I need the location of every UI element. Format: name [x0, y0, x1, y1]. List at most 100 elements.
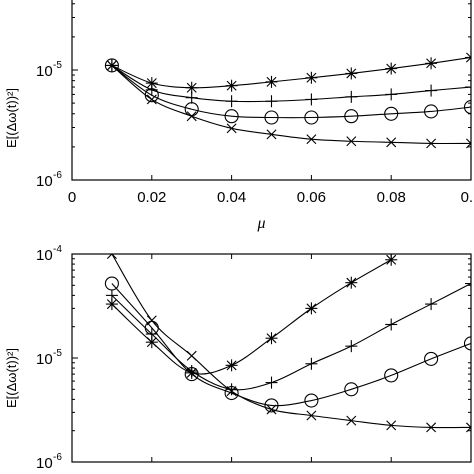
marker-circle [424, 104, 439, 119]
y-tick-exponent: -5 [53, 348, 62, 359]
y-tick-exponent: -5 [53, 60, 62, 71]
series-line-plus [111, 283, 471, 391]
marker-plus [465, 81, 471, 94]
x-tick-label: 0.06 [297, 189, 326, 206]
marker-x [266, 404, 277, 415]
y-tick-label: 10 [36, 63, 53, 80]
marker-circle [344, 382, 359, 397]
marker-circle [424, 351, 439, 366]
marker-x [306, 410, 317, 421]
marker-plus [345, 90, 358, 103]
x-tick-label: 0.02 [137, 471, 166, 474]
marker-circle [104, 276, 119, 291]
series-line-circle [111, 65, 471, 119]
bottom-panel: 00.020.040.060.080.110-610-510-4E[(Δω(t)… [4, 244, 474, 474]
plot-area [104, 254, 471, 433]
y-axis-label: E[(Δω(t))²] [4, 348, 19, 408]
marker-asterisk [385, 254, 398, 266]
top-panel: 00.020.040.060.080.110-610-5E[(Δω(t))²]μ [4, 0, 474, 232]
marker-x [346, 136, 357, 147]
marker-asterisk [225, 79, 238, 92]
marker-x [426, 138, 437, 149]
marker-x [226, 386, 237, 397]
marker-circle [224, 386, 239, 401]
series-line-asterisk [111, 259, 392, 375]
marker-x [386, 137, 397, 148]
marker-asterisk [105, 298, 118, 311]
marker-plus [265, 376, 278, 389]
marker-x [106, 254, 117, 259]
marker-asterisk [425, 57, 438, 70]
x-tick-label: 0.1 [461, 189, 474, 206]
marker-plus [465, 277, 471, 290]
marker-circle [344, 109, 359, 124]
x-tick-label: 0 [68, 471, 76, 474]
marker-plus [305, 93, 318, 106]
marker-asterisk [305, 71, 318, 84]
marker-circle [304, 393, 319, 408]
plot-frame [71, 253, 472, 463]
marker-asterisk [305, 302, 318, 315]
marker-asterisk [345, 67, 358, 80]
x-axis-label: μ [256, 215, 265, 232]
y-tick-label: 10 [36, 351, 53, 368]
plot-area [104, 51, 471, 149]
marker-circle [463, 100, 471, 115]
x-tick-label: 0.08 [377, 189, 406, 206]
marker-circle [384, 106, 399, 121]
marker-plus [225, 95, 238, 108]
marker-asterisk [345, 276, 358, 289]
series-line-x [111, 65, 471, 145]
y-tick-exponent: -6 [53, 170, 62, 181]
marker-circle [384, 368, 399, 383]
marker-plus [305, 357, 318, 370]
marker-circle [264, 110, 279, 125]
marker-x [466, 422, 471, 433]
marker-x [346, 415, 357, 426]
marker-circle [264, 398, 279, 413]
y-axis-label: E[(Δω(t))²] [4, 88, 19, 148]
y-tick-label: 10 [36, 247, 53, 264]
marker-x [306, 134, 317, 145]
y-tick-label: 10 [36, 173, 53, 190]
series-line-circle [111, 283, 471, 407]
marker-circle [304, 110, 319, 125]
plot-frame [71, 0, 472, 181]
marker-asterisk [145, 336, 158, 349]
x-tick-label: 0.06 [297, 471, 326, 474]
marker-x [386, 420, 397, 431]
marker-circle [463, 336, 471, 351]
marker-x [146, 94, 157, 105]
marker-circle [224, 109, 239, 124]
x-tick-label: 0.04 [217, 471, 246, 474]
marker-plus [425, 84, 438, 97]
marker-plus [265, 95, 278, 108]
marker-x [226, 123, 237, 134]
marker-x [146, 315, 157, 326]
x-tick-label: 0.02 [137, 189, 166, 206]
y-tick-exponent: -4 [53, 244, 62, 255]
marker-x [186, 111, 197, 122]
marker-plus [385, 318, 398, 331]
marker-x [186, 350, 197, 361]
y-tick-exponent: -6 [53, 452, 62, 463]
marker-plus [385, 88, 398, 101]
marker-circle [104, 58, 119, 73]
series-line-plus [111, 64, 471, 103]
series-line-x [111, 254, 471, 429]
marker-plus [425, 298, 438, 311]
marker-circle [184, 367, 199, 382]
x-tick-label: 0.1 [461, 471, 474, 474]
marker-x [466, 138, 471, 149]
marker-plus [185, 91, 198, 104]
x-tick-label: 0.04 [217, 189, 246, 206]
marker-asterisk [265, 75, 278, 88]
x-tick-label: 0 [68, 189, 76, 206]
series-line-asterisk [111, 56, 471, 89]
marker-x [426, 422, 437, 433]
marker-asterisk [225, 359, 238, 372]
marker-x [266, 129, 277, 140]
marker-x [106, 60, 117, 71]
marker-asterisk [265, 332, 278, 345]
